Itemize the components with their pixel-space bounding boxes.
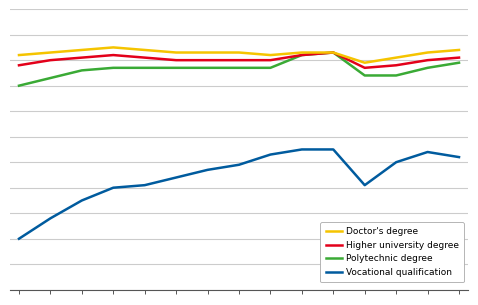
Doctor's degree — [456, 48, 462, 52]
Line: Polytechnic degree: Polytechnic degree — [19, 52, 459, 86]
Polytechnic degree — [393, 74, 399, 77]
Higher university degree — [47, 58, 53, 62]
Doctor's degree — [79, 48, 85, 52]
Doctor's degree — [205, 51, 210, 54]
Doctor's degree — [362, 61, 368, 65]
Vocational qualification — [47, 217, 53, 220]
Polytechnic degree — [47, 76, 53, 80]
Vocational qualification — [268, 153, 273, 156]
Line: Doctor's degree: Doctor's degree — [19, 47, 459, 63]
Doctor's degree — [16, 53, 22, 57]
Doctor's degree — [110, 45, 116, 49]
Vocational qualification — [16, 237, 22, 241]
Line: Vocational qualification: Vocational qualification — [19, 149, 459, 239]
Higher university degree — [236, 58, 242, 62]
Vocational qualification — [393, 160, 399, 164]
Higher university degree — [16, 63, 22, 67]
Polytechnic degree — [268, 66, 273, 70]
Doctor's degree — [393, 56, 399, 59]
Line: Higher university degree: Higher university degree — [19, 52, 459, 68]
Higher university degree — [79, 56, 85, 59]
Higher university degree — [456, 56, 462, 59]
Vocational qualification — [456, 155, 462, 159]
Vocational qualification — [110, 186, 116, 189]
Higher university degree — [173, 58, 179, 62]
Vocational qualification — [362, 183, 368, 187]
Doctor's degree — [47, 51, 53, 54]
Vocational qualification — [425, 150, 431, 154]
Vocational qualification — [79, 199, 85, 202]
Higher university degree — [268, 58, 273, 62]
Polytechnic degree — [299, 53, 305, 57]
Doctor's degree — [268, 53, 273, 57]
Doctor's degree — [142, 48, 148, 52]
Vocational qualification — [330, 148, 336, 151]
Higher university degree — [362, 66, 368, 70]
Higher university degree — [110, 53, 116, 57]
Polytechnic degree — [110, 66, 116, 70]
Polytechnic degree — [79, 69, 85, 72]
Higher university degree — [205, 58, 210, 62]
Polytechnic degree — [425, 66, 431, 70]
Polytechnic degree — [173, 66, 179, 70]
Doctor's degree — [330, 51, 336, 54]
Legend: Doctor's degree, Higher university degree, Polytechnic degree, Vocational qualif: Doctor's degree, Higher university degre… — [320, 222, 464, 282]
Higher university degree — [330, 51, 336, 54]
Vocational qualification — [173, 176, 179, 179]
Higher university degree — [142, 56, 148, 59]
Polytechnic degree — [142, 66, 148, 70]
Polytechnic degree — [362, 74, 368, 77]
Vocational qualification — [142, 183, 148, 187]
Polytechnic degree — [330, 51, 336, 54]
Polytechnic degree — [456, 61, 462, 65]
Doctor's degree — [425, 51, 431, 54]
Vocational qualification — [299, 148, 305, 151]
Higher university degree — [299, 53, 305, 57]
Doctor's degree — [173, 51, 179, 54]
Vocational qualification — [205, 168, 210, 172]
Higher university degree — [425, 58, 431, 62]
Polytechnic degree — [205, 66, 210, 70]
Vocational qualification — [236, 163, 242, 167]
Polytechnic degree — [236, 66, 242, 70]
Doctor's degree — [236, 51, 242, 54]
Higher university degree — [393, 63, 399, 67]
Polytechnic degree — [16, 84, 22, 88]
Doctor's degree — [299, 51, 305, 54]
